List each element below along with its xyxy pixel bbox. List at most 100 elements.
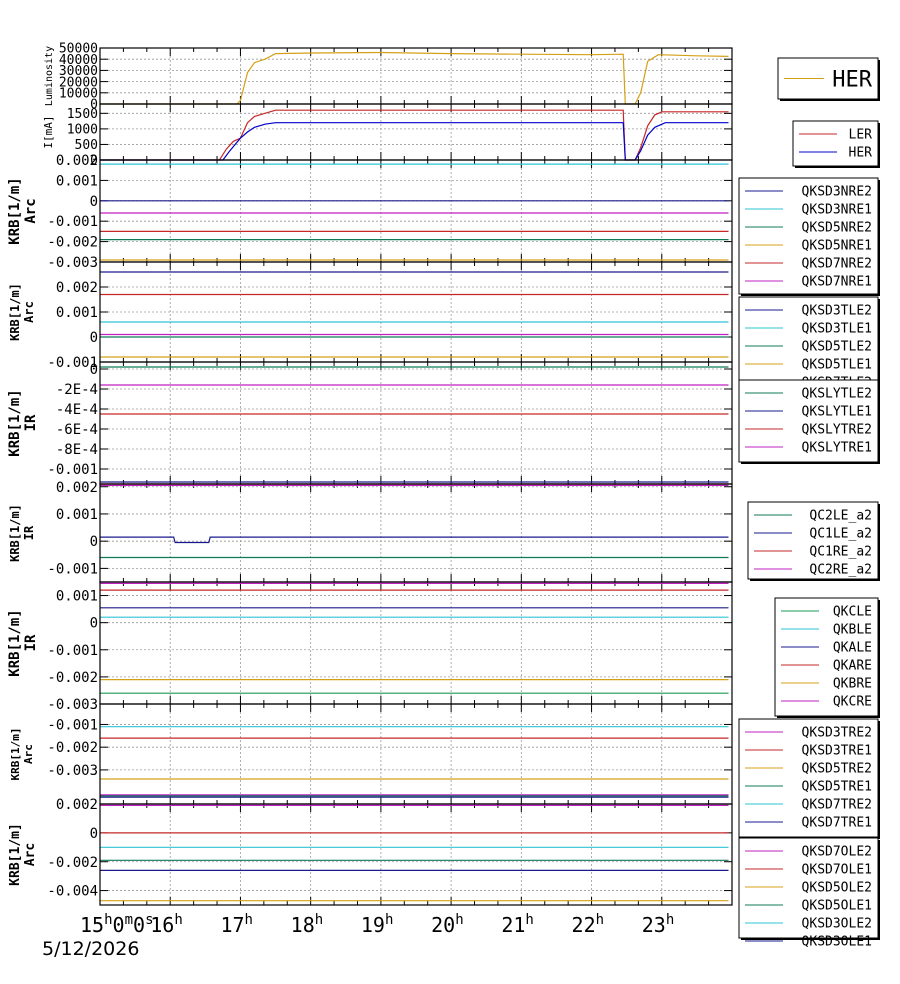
series-line-her — [100, 51, 729, 105]
legend-entry: QKSD5TRE2 — [802, 762, 872, 777]
y-tick-label: 50000 — [59, 42, 98, 57]
legend-entry: QKBRE — [833, 677, 872, 692]
x-tick-label: 20h — [431, 912, 464, 937]
panel-7: -0.003 -0.002 -0.001 0 0.001 KRB[1/m] IR — [7, 581, 733, 713]
y-tick-label: -0.001 — [47, 214, 98, 230]
series-line-her — [100, 122, 729, 161]
legend-panel-5: QKSLYTLE2 QKSLYTLE1 QKSLYTRE2 QKSLYTRE1 — [738, 379, 880, 464]
y-axis-label: KRB[1/m] — [7, 609, 23, 676]
y-tick-label: -0.003 — [47, 763, 98, 779]
x-tick-label: 15h0m0s — [80, 912, 154, 937]
x-tick-label: 23h — [642, 912, 675, 937]
y-tick-label: -4E-4 — [56, 402, 98, 418]
y-tick-label: 0 — [90, 98, 98, 113]
y-tick-label: 20000 — [59, 75, 98, 90]
legend-panel-6: QC2LE_a2 QC1LE_a2 QC1RE_a2 QC2RE_a2 — [747, 501, 880, 581]
legend-entry: QC2RE_a2 — [809, 563, 872, 578]
y-tick-label: -0.003 — [47, 255, 98, 271]
y-tick-label: 0 — [90, 826, 98, 842]
y-tick-label: 1000 — [67, 123, 98, 138]
legend-entry: LER — [849, 128, 873, 143]
y-tick-label: -0.002 — [47, 235, 98, 251]
series-line-qc1le_a2 — [100, 536, 729, 544]
legend-entry: QKSD5TLE1 — [802, 358, 872, 373]
y-tick-label: 0 — [90, 330, 98, 346]
legend-entry: QKSLYTLE2 — [802, 387, 872, 402]
legend-box — [738, 837, 879, 939]
y-tick-label: 10000 — [59, 86, 98, 101]
legend-entry: QKCLE — [833, 605, 872, 620]
legend-entry: QC1RE_a2 — [809, 545, 872, 560]
y-tick-label: 500 — [75, 138, 98, 153]
y-tick-label: 30000 — [59, 64, 98, 79]
panel-8: -0.001 -0.002 -0.003 KRB[1/m] Arc — [9, 703, 733, 805]
y-tick-label: -0.002 — [47, 670, 98, 686]
y-axis-label: KRB[1/m] — [7, 177, 23, 244]
plot-frame — [99, 159, 733, 263]
y-axis-label: KRB[1/m] — [9, 728, 22, 781]
plot-frame — [99, 361, 733, 485]
legend-entry: QC1LE_a2 — [809, 527, 872, 542]
y-tick-label: -0.001 — [47, 355, 98, 371]
y-axis-label: KRB[1/m] — [7, 389, 23, 456]
y-axis-label: KRB[1/m] — [8, 283, 22, 341]
y-tick-label: 1500 — [67, 107, 98, 122]
legend-entry: QKSD5OLE1 — [802, 899, 872, 914]
x-tick-label: 18h — [291, 912, 324, 937]
y-tick-label: -0.001 — [47, 462, 98, 478]
legend-entry: QKSLYTRE1 — [802, 441, 872, 456]
y-axis-sublabel: Arc — [23, 843, 38, 866]
y-axis-sublabel: IR — [23, 634, 39, 651]
y-tick-label: -0.001 — [47, 561, 98, 577]
y-tick-label: 0 — [90, 534, 98, 550]
legend-box — [738, 177, 879, 295]
y-axis-label: KRB[1/m] — [8, 823, 23, 886]
legend-panel-8: QKSD3TRE2 QKSD3TRE1 QKSD5TRE2 QKSD5TRE1 QKSD… — [738, 718, 880, 839]
y-tick-label: -0.001 — [47, 717, 98, 733]
legend-panel-2: LER HER — [792, 120, 880, 168]
legend-entry: QKSD7NRE1 — [802, 275, 872, 290]
plot-frame — [99, 47, 733, 105]
legend-entry: QKSLYTLE1 — [802, 405, 872, 420]
x-tick-label: 21h — [501, 912, 534, 937]
plot-frame — [99, 803, 733, 906]
y-tick-label: 0.001 — [56, 173, 98, 189]
y-tick-label: -0.002 — [47, 855, 98, 871]
legend-entry: QKSD5OLE2 — [802, 881, 872, 896]
y-tick-label: 0.001 — [56, 589, 98, 605]
y-tick-label: -0.003 — [47, 697, 98, 713]
x-tick-label: 16h — [150, 912, 183, 937]
legend-entry: QKSLYTRE2 — [802, 423, 872, 438]
legend-entry: QKSD5NRE2 — [802, 221, 872, 236]
legend-entry: QKSD3NRE2 — [802, 185, 872, 200]
legend-entry: QKSD5TLE2 — [802, 340, 872, 355]
y-axis-sublabel: Arc — [23, 198, 39, 223]
y-tick-label: 0.002 — [56, 280, 98, 296]
y-axis-label: Luminosity — [44, 46, 55, 106]
y-axis-label: KRB[1/m] — [8, 504, 22, 562]
panel-5: 0 -2E-4 -4E-4 -6E-4 -8E-4 -0.001 KRB[1/m] IR — [7, 361, 733, 485]
y-axis-sublabel: IR — [22, 525, 36, 540]
legend-entry: QKALE — [833, 641, 872, 656]
legend-entry: QKSD3TLE1 — [802, 322, 872, 337]
plot-frame — [99, 703, 733, 805]
y-axis-sublabel: IR — [23, 414, 39, 431]
y-axis-label: I[mA] — [42, 115, 55, 148]
legend-box — [774, 597, 879, 717]
y-tick-label: -0.002 — [47, 740, 98, 756]
legend-entry: HER — [849, 146, 873, 161]
legend-panel-9: QKSD7OLE2 QKSD7OLE1 QKSD5OLE2 QKSD5OLE1 QKSD… — [738, 837, 880, 950]
legend-entry: QKSD5TRE1 — [802, 780, 872, 795]
x-tick-label: 19h — [361, 912, 394, 937]
y-tick-label: -0.004 — [47, 884, 98, 900]
legend-entry: QKARE — [833, 659, 872, 674]
panel-4: -0.001 0 0.001 0.002 KRB[1/m] Arc — [8, 261, 733, 371]
legend-entry: QKSD7OLE1 — [802, 863, 872, 878]
y-tick-label: 0.002 — [56, 153, 98, 169]
legend-entry: QKSD5NRE1 — [802, 239, 872, 254]
legend-entry: QKCRE — [833, 695, 872, 710]
series-line-ler — [100, 109, 729, 161]
